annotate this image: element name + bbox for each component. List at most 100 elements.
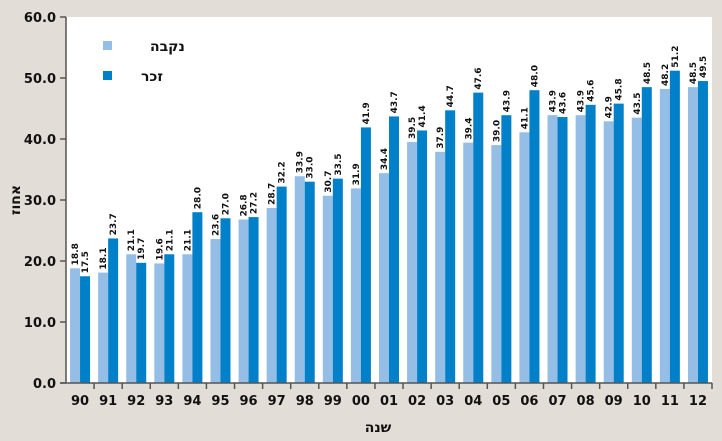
bar-male-09 bbox=[613, 103, 624, 384]
bar-female-97 bbox=[266, 207, 277, 383]
data-label: 26.8 bbox=[240, 194, 250, 216]
y-axis-label: אחוז bbox=[8, 185, 24, 215]
x-tick-label: 99 bbox=[324, 394, 342, 409]
x-tick-label: 05 bbox=[492, 394, 510, 409]
data-label: 45.8 bbox=[615, 78, 625, 100]
bar-male-07 bbox=[557, 117, 568, 383]
x-tick-label: 96 bbox=[240, 394, 258, 409]
data-label: 23.7 bbox=[109, 213, 119, 235]
bar-female-93 bbox=[154, 263, 165, 383]
bar-male-99 bbox=[332, 178, 343, 383]
bar-female-00 bbox=[350, 188, 361, 383]
y-tick-label: 20.0 bbox=[24, 255, 56, 270]
bar-female-01 bbox=[379, 173, 389, 383]
bar-female-12 bbox=[687, 87, 698, 384]
bar-male-11 bbox=[669, 70, 680, 384]
data-label: 28.7 bbox=[268, 183, 278, 205]
bar-female-06 bbox=[519, 132, 530, 383]
legend-swatch-female bbox=[103, 41, 112, 50]
bar-female-95 bbox=[210, 239, 221, 383]
x-tick-label: 02 bbox=[408, 394, 426, 409]
bar-male-12 bbox=[697, 81, 708, 384]
bar-male-98 bbox=[304, 181, 315, 383]
data-label: 43.9 bbox=[549, 90, 559, 112]
data-label: 28.0 bbox=[193, 187, 203, 209]
bar-female-94 bbox=[182, 254, 193, 383]
bar-male-08 bbox=[585, 104, 596, 383]
bar-female-07 bbox=[547, 115, 558, 384]
data-label: 32.2 bbox=[278, 161, 288, 183]
x-tick-label: 91 bbox=[99, 394, 117, 409]
x-tick-label: 92 bbox=[127, 394, 145, 409]
x-tick-label: 00 bbox=[352, 394, 370, 409]
x-tick-label: 08 bbox=[577, 394, 595, 409]
bar-male-05 bbox=[501, 115, 512, 384]
data-label: 23.6 bbox=[211, 214, 221, 236]
data-label: 21.1 bbox=[165, 229, 175, 251]
legend: נקבה זכר bbox=[103, 39, 185, 85]
bar-male-01 bbox=[389, 116, 399, 384]
data-label: 43.9 bbox=[577, 90, 587, 112]
y-tick-label: 30.0 bbox=[24, 194, 56, 209]
bar-female-03 bbox=[435, 151, 446, 383]
data-label: 48.5 bbox=[643, 62, 653, 84]
bar-male-03 bbox=[445, 110, 456, 383]
data-label: 19.6 bbox=[155, 238, 165, 260]
bar-male-92 bbox=[136, 262, 147, 383]
x-tick-label: 11 bbox=[661, 394, 679, 409]
x-tick-label: 06 bbox=[520, 394, 538, 409]
x-tick-label: 98 bbox=[296, 394, 314, 409]
bar-male-06 bbox=[529, 90, 540, 383]
bar-male-93 bbox=[164, 254, 175, 383]
bar-female-11 bbox=[659, 88, 670, 383]
bar-female-05 bbox=[491, 145, 502, 383]
bar-male-94 bbox=[192, 212, 203, 383]
data-label: 33.9 bbox=[296, 151, 306, 173]
x-tick-label: 04 bbox=[464, 394, 482, 409]
x-tick-label: 93 bbox=[155, 394, 173, 409]
data-label: 43.9 bbox=[502, 90, 512, 112]
data-label: 21.1 bbox=[127, 229, 137, 251]
y-tick-label: 60.0 bbox=[24, 11, 56, 26]
data-label: 19.7 bbox=[137, 238, 147, 260]
bar-female-02 bbox=[407, 142, 418, 383]
x-tick-label: 97 bbox=[268, 394, 286, 409]
x-axis-label: שנה bbox=[365, 420, 392, 436]
data-label: 18.1 bbox=[99, 247, 109, 269]
data-label: 30.7 bbox=[324, 171, 334, 193]
data-label: 39.0 bbox=[492, 120, 502, 142]
bar-male-00 bbox=[360, 127, 371, 383]
legend-swatch-male bbox=[103, 71, 112, 80]
bar-male-95 bbox=[220, 218, 231, 383]
data-label: 43.5 bbox=[633, 92, 643, 114]
bar-female-99 bbox=[322, 195, 333, 383]
bar-male-10 bbox=[641, 87, 652, 384]
data-label: 44.7 bbox=[446, 85, 456, 107]
bar-female-90 bbox=[70, 268, 81, 383]
bar-female-92 bbox=[126, 254, 137, 383]
data-label: 17.5 bbox=[81, 251, 91, 273]
data-label: 27.0 bbox=[221, 193, 231, 215]
y-tick-label: 0.0 bbox=[33, 377, 56, 392]
data-label: 39.5 bbox=[408, 117, 418, 139]
x-tick-label: 10 bbox=[633, 394, 651, 409]
bar-female-10 bbox=[631, 117, 642, 384]
data-label: 27.2 bbox=[250, 192, 260, 214]
data-label: 33.0 bbox=[306, 156, 316, 178]
x-tick-label: 90 bbox=[71, 394, 89, 409]
y-tick-label: 40.0 bbox=[24, 133, 56, 148]
bar-female-91 bbox=[98, 272, 109, 383]
bar-female-08 bbox=[575, 115, 586, 384]
x-tick-label: 09 bbox=[605, 394, 623, 409]
data-label: 43.7 bbox=[390, 91, 400, 113]
y-tick-label: 10.0 bbox=[24, 316, 56, 331]
data-label: 42.9 bbox=[605, 96, 615, 118]
data-label: 48.2 bbox=[661, 64, 671, 86]
bar-male-96 bbox=[248, 217, 259, 383]
data-label: 34.4 bbox=[380, 148, 390, 170]
legend-label-male: זכר bbox=[141, 69, 163, 85]
bar-female-96 bbox=[238, 219, 249, 383]
bar-male-02 bbox=[417, 130, 428, 383]
data-label: 48.5 bbox=[689, 62, 699, 84]
